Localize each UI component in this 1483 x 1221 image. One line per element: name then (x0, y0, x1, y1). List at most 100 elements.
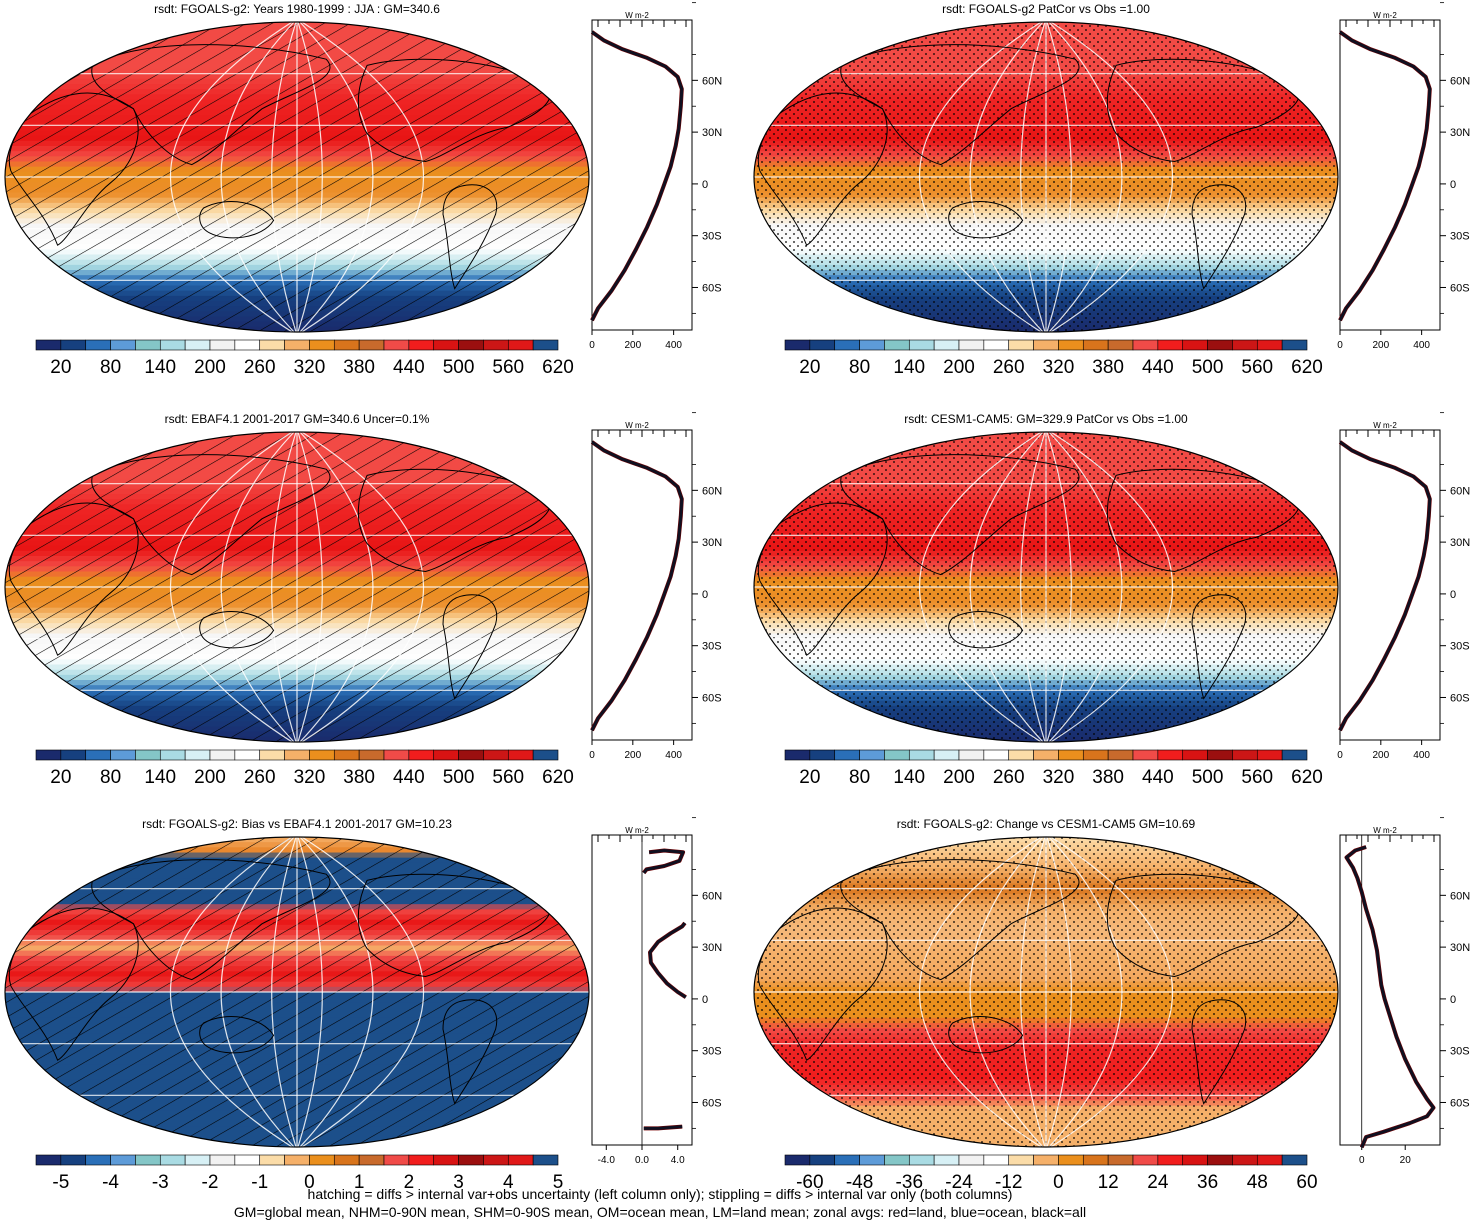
colorbar-swatch (1232, 749, 1258, 761)
colorbar-label: 5 (553, 1172, 564, 1193)
colorbar-swatch (35, 749, 62, 761)
zonal-mean-all (590, 30, 684, 321)
colorbar-label: 320 (294, 767, 326, 788)
map-border (753, 431, 1339, 743)
colorbar-swatch (309, 339, 335, 351)
map-border (753, 21, 1339, 333)
zonal-x-tick-label: 200 (624, 750, 641, 761)
colorbar-swatch (1256, 749, 1283, 761)
panel-title: rsdt: FGOALS-g2: Bias vs EBAF4.1 2001-20… (142, 817, 452, 831)
colorbar-swatch (184, 1154, 211, 1166)
colorbar-swatch (284, 1154, 310, 1166)
colorbar: 20 80 140 200 260 320 380 440 500 560 620 (784, 339, 1323, 378)
colorbar-swatch (458, 339, 484, 351)
colorbar-swatch (1256, 1154, 1283, 1166)
colorbar-label: 20 (799, 767, 820, 788)
colorbar-label: -4 (102, 1172, 119, 1193)
coastline (91, 454, 331, 576)
colorbar-label: 80 (100, 767, 121, 788)
zonal-x-tick-label: 400 (665, 750, 682, 761)
coastline (948, 201, 1024, 239)
coastline (91, 859, 331, 981)
colorbar-swatch (383, 749, 410, 761)
zonal-unit: W m-2 (1373, 826, 1397, 835)
lat-tick-label: 0 (1450, 994, 1456, 1006)
graticule-lon (1050, 432, 1173, 742)
colorbar-swatch (884, 749, 910, 761)
zonal-x-tick-label: 0 (589, 750, 595, 761)
zonal-x-tick-label: 400 (1413, 340, 1430, 351)
colorbar-swatch (85, 339, 111, 351)
colorbar-swatch (35, 1154, 62, 1166)
colorbar-label: 320 (1043, 767, 1075, 788)
lat-tick-label: 60N (1450, 485, 1470, 497)
colorbar-label: 200 (943, 767, 975, 788)
colorbar-label: -24 (945, 1172, 973, 1193)
lat-tick-label: 60N (702, 485, 722, 497)
colorbar-swatch (1207, 339, 1233, 351)
colorbar-swatch (234, 749, 261, 761)
lat-tick-label: 0 (1450, 589, 1456, 601)
coastline (8, 907, 139, 1061)
zonal-x-tick-label: 200 (624, 340, 641, 351)
coastline (757, 502, 888, 656)
panel-title: rsdt: FGOALS-g2: Years 1980-1999 : JJA :… (154, 2, 440, 16)
colorbar-swatch (1107, 339, 1134, 351)
colorbar-label: 140 (893, 357, 925, 378)
coastline (91, 44, 331, 166)
colorbar-swatch (1107, 1154, 1134, 1166)
colorbar-label: 560 (492, 767, 524, 788)
colorbar-swatch (983, 339, 1010, 351)
colorbar-label: 620 (1291, 357, 1323, 378)
colorbar-label: 260 (993, 767, 1025, 788)
colorbar-label: 140 (893, 767, 925, 788)
panel-model-jja: rsdt: FGOALS-g2: Years 1980-1999 : JJA :… (4, 2, 722, 378)
lat-tick-label: 0 (702, 179, 708, 191)
graticule-lon (1020, 432, 1046, 742)
colorbar-label: -60 (796, 1172, 823, 1193)
colorbar-swatch (284, 749, 310, 761)
zonal-x-tick-label: -4.0 (598, 1155, 616, 1166)
colorbar-swatch (1281, 339, 1308, 351)
colorbar-swatch (1132, 339, 1159, 351)
colorbar-swatch (85, 749, 111, 761)
map-field (5, 432, 589, 742)
colorbar-swatch (532, 749, 559, 761)
colorbar-label: 2 (404, 1172, 415, 1193)
colorbar-label: 12 (1098, 1172, 1119, 1193)
colorbar-swatch (159, 749, 186, 761)
colorbar-swatch (1058, 339, 1084, 351)
colorbar-swatch (834, 1154, 860, 1166)
colorbar-swatch (884, 339, 910, 351)
colorbar-swatch (259, 339, 285, 351)
zonal-x-tick-label: 0 (589, 340, 595, 351)
colorbar-swatch (1182, 749, 1208, 761)
zonal-x-tick-label: 0 (1337, 340, 1343, 351)
colorbar-swatch (333, 339, 360, 351)
colorbar-label: 0 (304, 1172, 315, 1193)
colorbar-label: 60 (1296, 1172, 1317, 1193)
lat-tick-label: 60N (702, 75, 722, 87)
coastline (357, 58, 552, 163)
graticule-lon (919, 837, 1042, 1147)
graticule-lon (297, 22, 323, 332)
graticule-lon (1020, 837, 1046, 1147)
coastline (442, 999, 498, 1105)
graticule-lon (919, 22, 1042, 332)
coastline (1106, 468, 1301, 573)
graticule-lon (301, 432, 424, 742)
colorbar-swatch (532, 1154, 559, 1166)
colorbar-label: 200 (194, 767, 226, 788)
colorbar-label: 140 (144, 357, 176, 378)
colorbar-swatch (433, 339, 459, 351)
zonal-x-tick-label: 200 (1372, 750, 1389, 761)
map-field (5, 837, 589, 1147)
zonal-unit: W m-2 (1373, 421, 1397, 430)
colorbar-swatch (159, 339, 186, 351)
colorbar-swatch (1232, 1154, 1258, 1166)
colorbar-swatch (908, 749, 935, 761)
colorbar-swatch (859, 339, 885, 351)
graticule-lon (299, 432, 374, 742)
lat-tick-label: 0 (702, 994, 708, 1006)
colorbar-swatch (784, 749, 811, 761)
